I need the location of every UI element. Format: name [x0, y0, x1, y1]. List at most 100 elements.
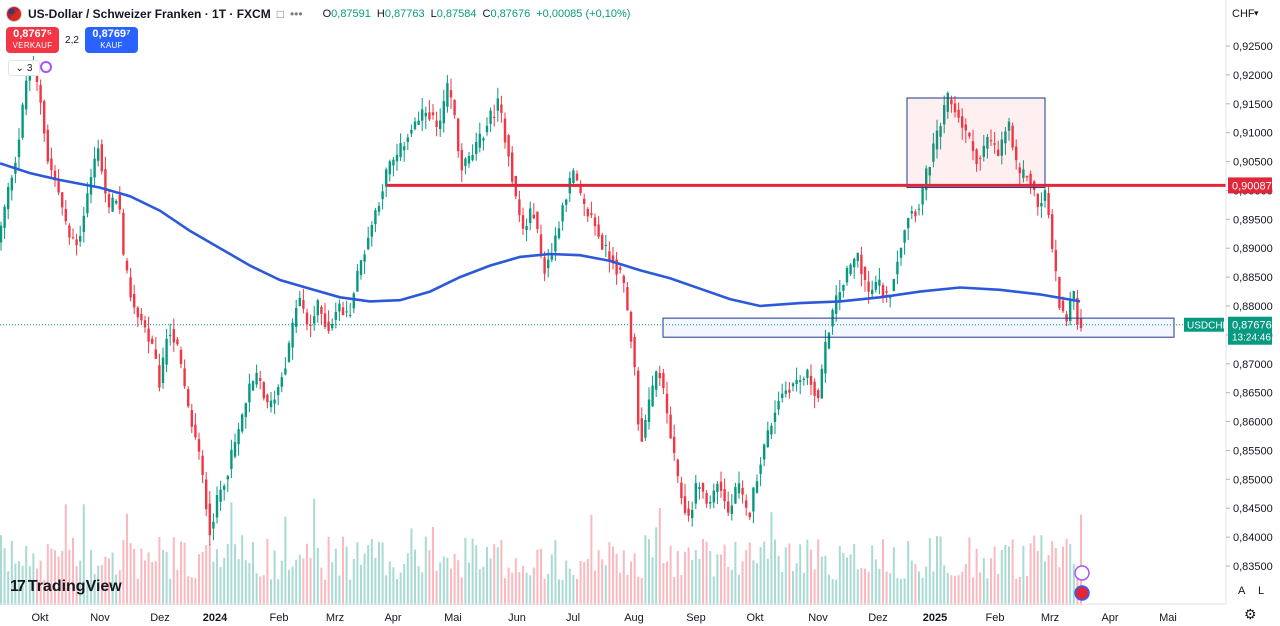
symbol-title[interactable]: US-Dollar / Schweizer Franken · 1T · FXC…	[28, 7, 271, 21]
volume-bar	[169, 578, 172, 605]
volume-bar	[741, 561, 744, 605]
candle-body	[435, 120, 438, 128]
volume-bar	[176, 569, 179, 605]
x-tick-label: Aug	[624, 612, 644, 624]
volume-bar	[835, 579, 838, 605]
volume-bar	[295, 559, 298, 605]
candle-body	[1011, 125, 1014, 148]
volume-bar	[104, 556, 107, 605]
volume-bar	[118, 570, 121, 605]
y-tick-label: 0,92500	[1233, 41, 1273, 53]
volume-bar	[774, 539, 776, 605]
volume-bar	[518, 572, 521, 605]
candle-body	[734, 486, 737, 504]
volume-bar	[1058, 567, 1061, 605]
volume-bar	[414, 549, 416, 605]
candle-body	[989, 140, 993, 142]
x-tick-label: Mrz	[326, 612, 344, 624]
volume-bar	[907, 540, 910, 605]
y-tick-label: 0,91000	[1233, 128, 1273, 140]
volume-bar	[277, 579, 280, 605]
volume-bar	[219, 567, 222, 605]
volume-bar	[914, 564, 917, 605]
volume-bar	[554, 540, 557, 605]
candle-body	[917, 208, 921, 210]
candle-body	[100, 144, 103, 172]
candle-body	[845, 268, 849, 283]
volume-bar	[482, 566, 485, 605]
hide-eye-icon[interactable]: □	[276, 7, 284, 21]
volume-bar	[324, 579, 326, 605]
candle-body	[518, 199, 521, 216]
volume-bar	[180, 541, 182, 605]
candle-body	[25, 80, 28, 110]
currency-selector[interactable]: CHF	[1232, 8, 1255, 20]
gear-icon[interactable]: ⚙	[1244, 606, 1257, 622]
buy-button[interactable]: 0,8769⁷ KAUF	[85, 27, 138, 53]
candle-body	[525, 225, 528, 231]
volume-bar	[36, 568, 38, 605]
candle-body	[237, 429, 240, 445]
x-tick-label: Nov	[808, 612, 828, 624]
candle-body	[251, 381, 255, 391]
volume-bar	[831, 579, 834, 605]
candle-body	[403, 146, 406, 151]
volume-bar	[756, 563, 758, 605]
volume-bar	[784, 547, 787, 605]
volume-bar	[770, 512, 773, 605]
candle-body	[158, 365, 161, 388]
candle-body	[53, 170, 57, 181]
chart-header: US-Dollar / Schweizer Franken · 1T · FXC…	[6, 6, 630, 22]
volume-bar	[547, 573, 550, 605]
candle-body	[1000, 139, 1003, 156]
candle-body	[190, 410, 193, 427]
volume-bar	[1044, 561, 1046, 605]
volume-bar	[561, 579, 564, 605]
volume-bar	[129, 543, 132, 605]
volume-bar	[540, 548, 542, 605]
candle-body	[154, 349, 157, 359]
candle-body	[921, 188, 924, 205]
candle-body	[205, 479, 208, 510]
volume-bar	[1018, 576, 1021, 605]
indicators-toggle[interactable]: ⌄ 3	[8, 60, 40, 76]
candle-body	[230, 449, 233, 469]
candle-body	[928, 167, 931, 176]
volume-bar	[288, 569, 290, 605]
candle-body	[925, 168, 928, 190]
volume-bar	[500, 539, 503, 605]
volume-bar	[72, 537, 74, 605]
x-tick-label: 2025	[923, 612, 947, 624]
volume-bar	[900, 579, 902, 605]
candle-body	[723, 489, 726, 502]
volume-bar	[525, 572, 528, 605]
candle-body	[176, 339, 179, 345]
candle-body	[453, 99, 456, 116]
candle-body	[853, 258, 856, 268]
volume-bar	[320, 567, 323, 605]
candle-body	[302, 299, 305, 309]
candle-body	[280, 377, 283, 387]
candle-body	[712, 490, 715, 503]
candle-body	[806, 369, 809, 378]
volume-bar	[662, 563, 665, 605]
chevron-down-icon[interactable]: ▾	[1254, 8, 1259, 18]
auto-scale-button[interactable]: A	[1238, 585, 1246, 597]
volume-bar	[1033, 535, 1036, 605]
candle-body	[1079, 318, 1083, 329]
volume-bar	[658, 508, 661, 605]
volume-bar	[378, 541, 380, 605]
more-options-icon[interactable]: •••	[289, 7, 303, 21]
log-scale-button[interactable]: L	[1258, 585, 1265, 597]
candle-body	[824, 341, 827, 374]
candle-body	[374, 210, 377, 225]
candle-body	[770, 425, 773, 435]
volume-bar	[244, 560, 247, 605]
candle-body	[61, 192, 64, 208]
sell-button[interactable]: 0,8767⁵ VERKAUF	[6, 27, 59, 53]
candle-body	[323, 313, 327, 327]
volume-bar	[46, 543, 49, 605]
candle-body	[201, 455, 204, 476]
y-tick-label: 0,92000	[1233, 70, 1273, 82]
